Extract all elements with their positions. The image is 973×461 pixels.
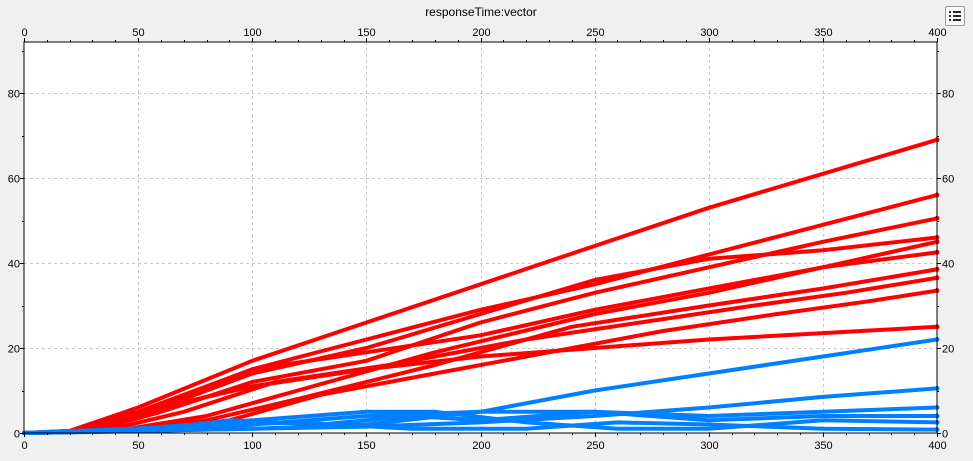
x-tick-label-top: 250 <box>586 27 604 39</box>
series-line <box>22 420 939 435</box>
x-tick-label-top: 200 <box>472 27 490 39</box>
series-line <box>22 275 939 435</box>
x-tick-label-top: 350 <box>814 27 832 39</box>
plot-frame <box>23 41 938 434</box>
legend-list-icon[interactable] <box>945 6 965 26</box>
y-tick-label: 20 <box>8 344 20 356</box>
series-line <box>22 193 939 435</box>
x-tick-label: 400 <box>928 440 946 452</box>
x-tick-label: 0 <box>21 440 27 452</box>
series-line <box>22 405 939 435</box>
x-tick-label-top: 400 <box>928 27 946 39</box>
y-tick-label-right: 20 <box>942 344 954 356</box>
y-tick-label-right: 80 <box>942 89 954 101</box>
chart-title: responseTime:vector <box>425 5 537 19</box>
x-tick-label: 300 <box>700 440 718 452</box>
x-tick-label: 350 <box>814 440 832 452</box>
y-tick-label: 0 <box>14 429 20 441</box>
series-layer <box>22 137 940 435</box>
series-line <box>22 324 939 435</box>
y-tick-label-right: 40 <box>942 259 954 271</box>
x-tick-label: 100 <box>243 440 261 452</box>
x-tick-label: 250 <box>586 440 604 452</box>
x-tick-label: 200 <box>472 440 490 452</box>
x-tick-label-top: 100 <box>243 27 261 39</box>
y-tick-label-right: 60 <box>942 174 954 186</box>
y-tick-label: 80 <box>8 89 20 101</box>
y-tick-label: 40 <box>8 259 20 271</box>
x-tick-label-top: 50 <box>132 27 144 39</box>
y-tick-label-right: 0 <box>942 429 948 441</box>
x-tick-label: 50 <box>132 440 144 452</box>
x-tick-label-top: 0 <box>21 27 27 39</box>
plot-area <box>24 42 937 433</box>
series-line <box>22 137 939 435</box>
x-tick-label-top: 150 <box>357 27 375 39</box>
x-tick-label-top: 300 <box>700 27 718 39</box>
y-tick-label: 60 <box>8 174 20 186</box>
x-tick-label: 150 <box>357 440 375 452</box>
axes: 0050501001001501502002002502503003003503… <box>8 27 955 452</box>
